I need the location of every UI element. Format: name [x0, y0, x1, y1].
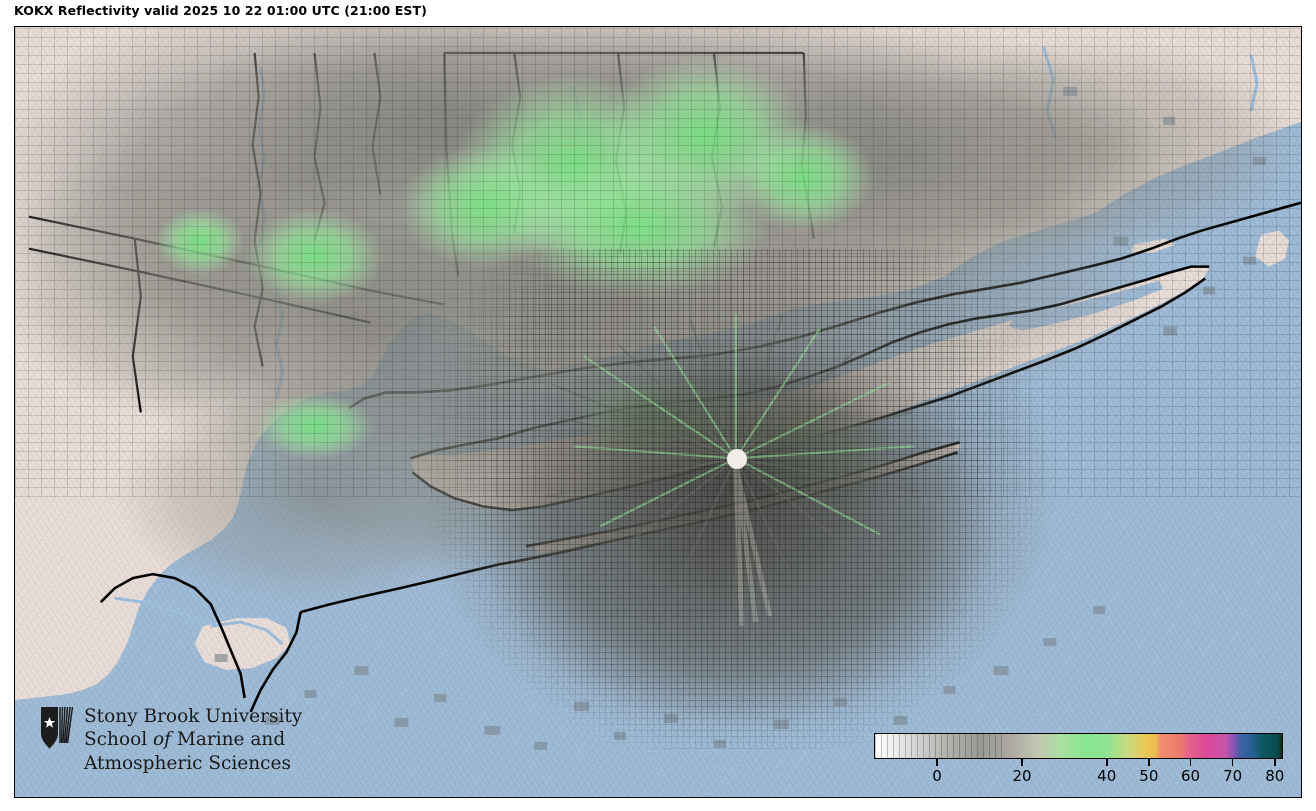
colorbar-tick-label: 80 [1265, 767, 1285, 785]
colorbar-tick-label: 60 [1181, 767, 1201, 785]
colorbar-tick-label: 50 [1139, 767, 1159, 785]
echo-blobs [15, 27, 1301, 750]
logo-line-2-a: School [84, 729, 154, 751]
logo-line-1: Stony Brook University [84, 706, 303, 727]
logo-line-3: Atmospheric Sciences [84, 752, 291, 774]
radar-reflectivity-layer [15, 27, 1301, 750]
map-canvas[interactable]: Stony Brook University School of Marine … [15, 27, 1301, 797]
stony-brook-shield-icon [41, 706, 74, 749]
colorbar-gradient [875, 734, 1282, 758]
colorbar-discrete-lines [875, 734, 1007, 758]
colorbar-tick [1274, 759, 1276, 766]
colorbar-tick [1021, 759, 1023, 766]
colorbar-tick-label: 20 [1012, 767, 1032, 785]
colorbar-tick-label: 40 [1097, 767, 1117, 785]
colorbar-tick-label: 0 [932, 767, 942, 785]
colorbar-tick [1105, 759, 1108, 766]
logo-line-2-b: Marine and [171, 729, 286, 751]
page-title: KOKX Reflectivity valid 2025 10 22 01:00… [14, 3, 427, 18]
colorbar-tick-label: 70 [1223, 767, 1243, 785]
logo-text-block: Stony Brook University School of Marine … [84, 705, 302, 775]
reflectivity-colorbar[interactable]: 0 20 40 50 60 70 80 [874, 733, 1284, 785]
colorbar-tick [1189, 759, 1192, 766]
colorbar-bar[interactable] [874, 733, 1283, 759]
colorbar-tick [936, 759, 938, 766]
colorbar-tick [1231, 759, 1234, 766]
colorbar-tick [1148, 759, 1150, 766]
block-island [1255, 230, 1290, 267]
map-frame[interactable]: Stony Brook University School of Marine … [14, 26, 1302, 798]
stony-brook-logo: Stony Brook University School of Marine … [39, 705, 302, 775]
logo-line-2: School of Marine and [84, 728, 302, 751]
logo-line-2-italic: of [153, 729, 172, 751]
radar-site-marker[interactable] [727, 449, 747, 469]
